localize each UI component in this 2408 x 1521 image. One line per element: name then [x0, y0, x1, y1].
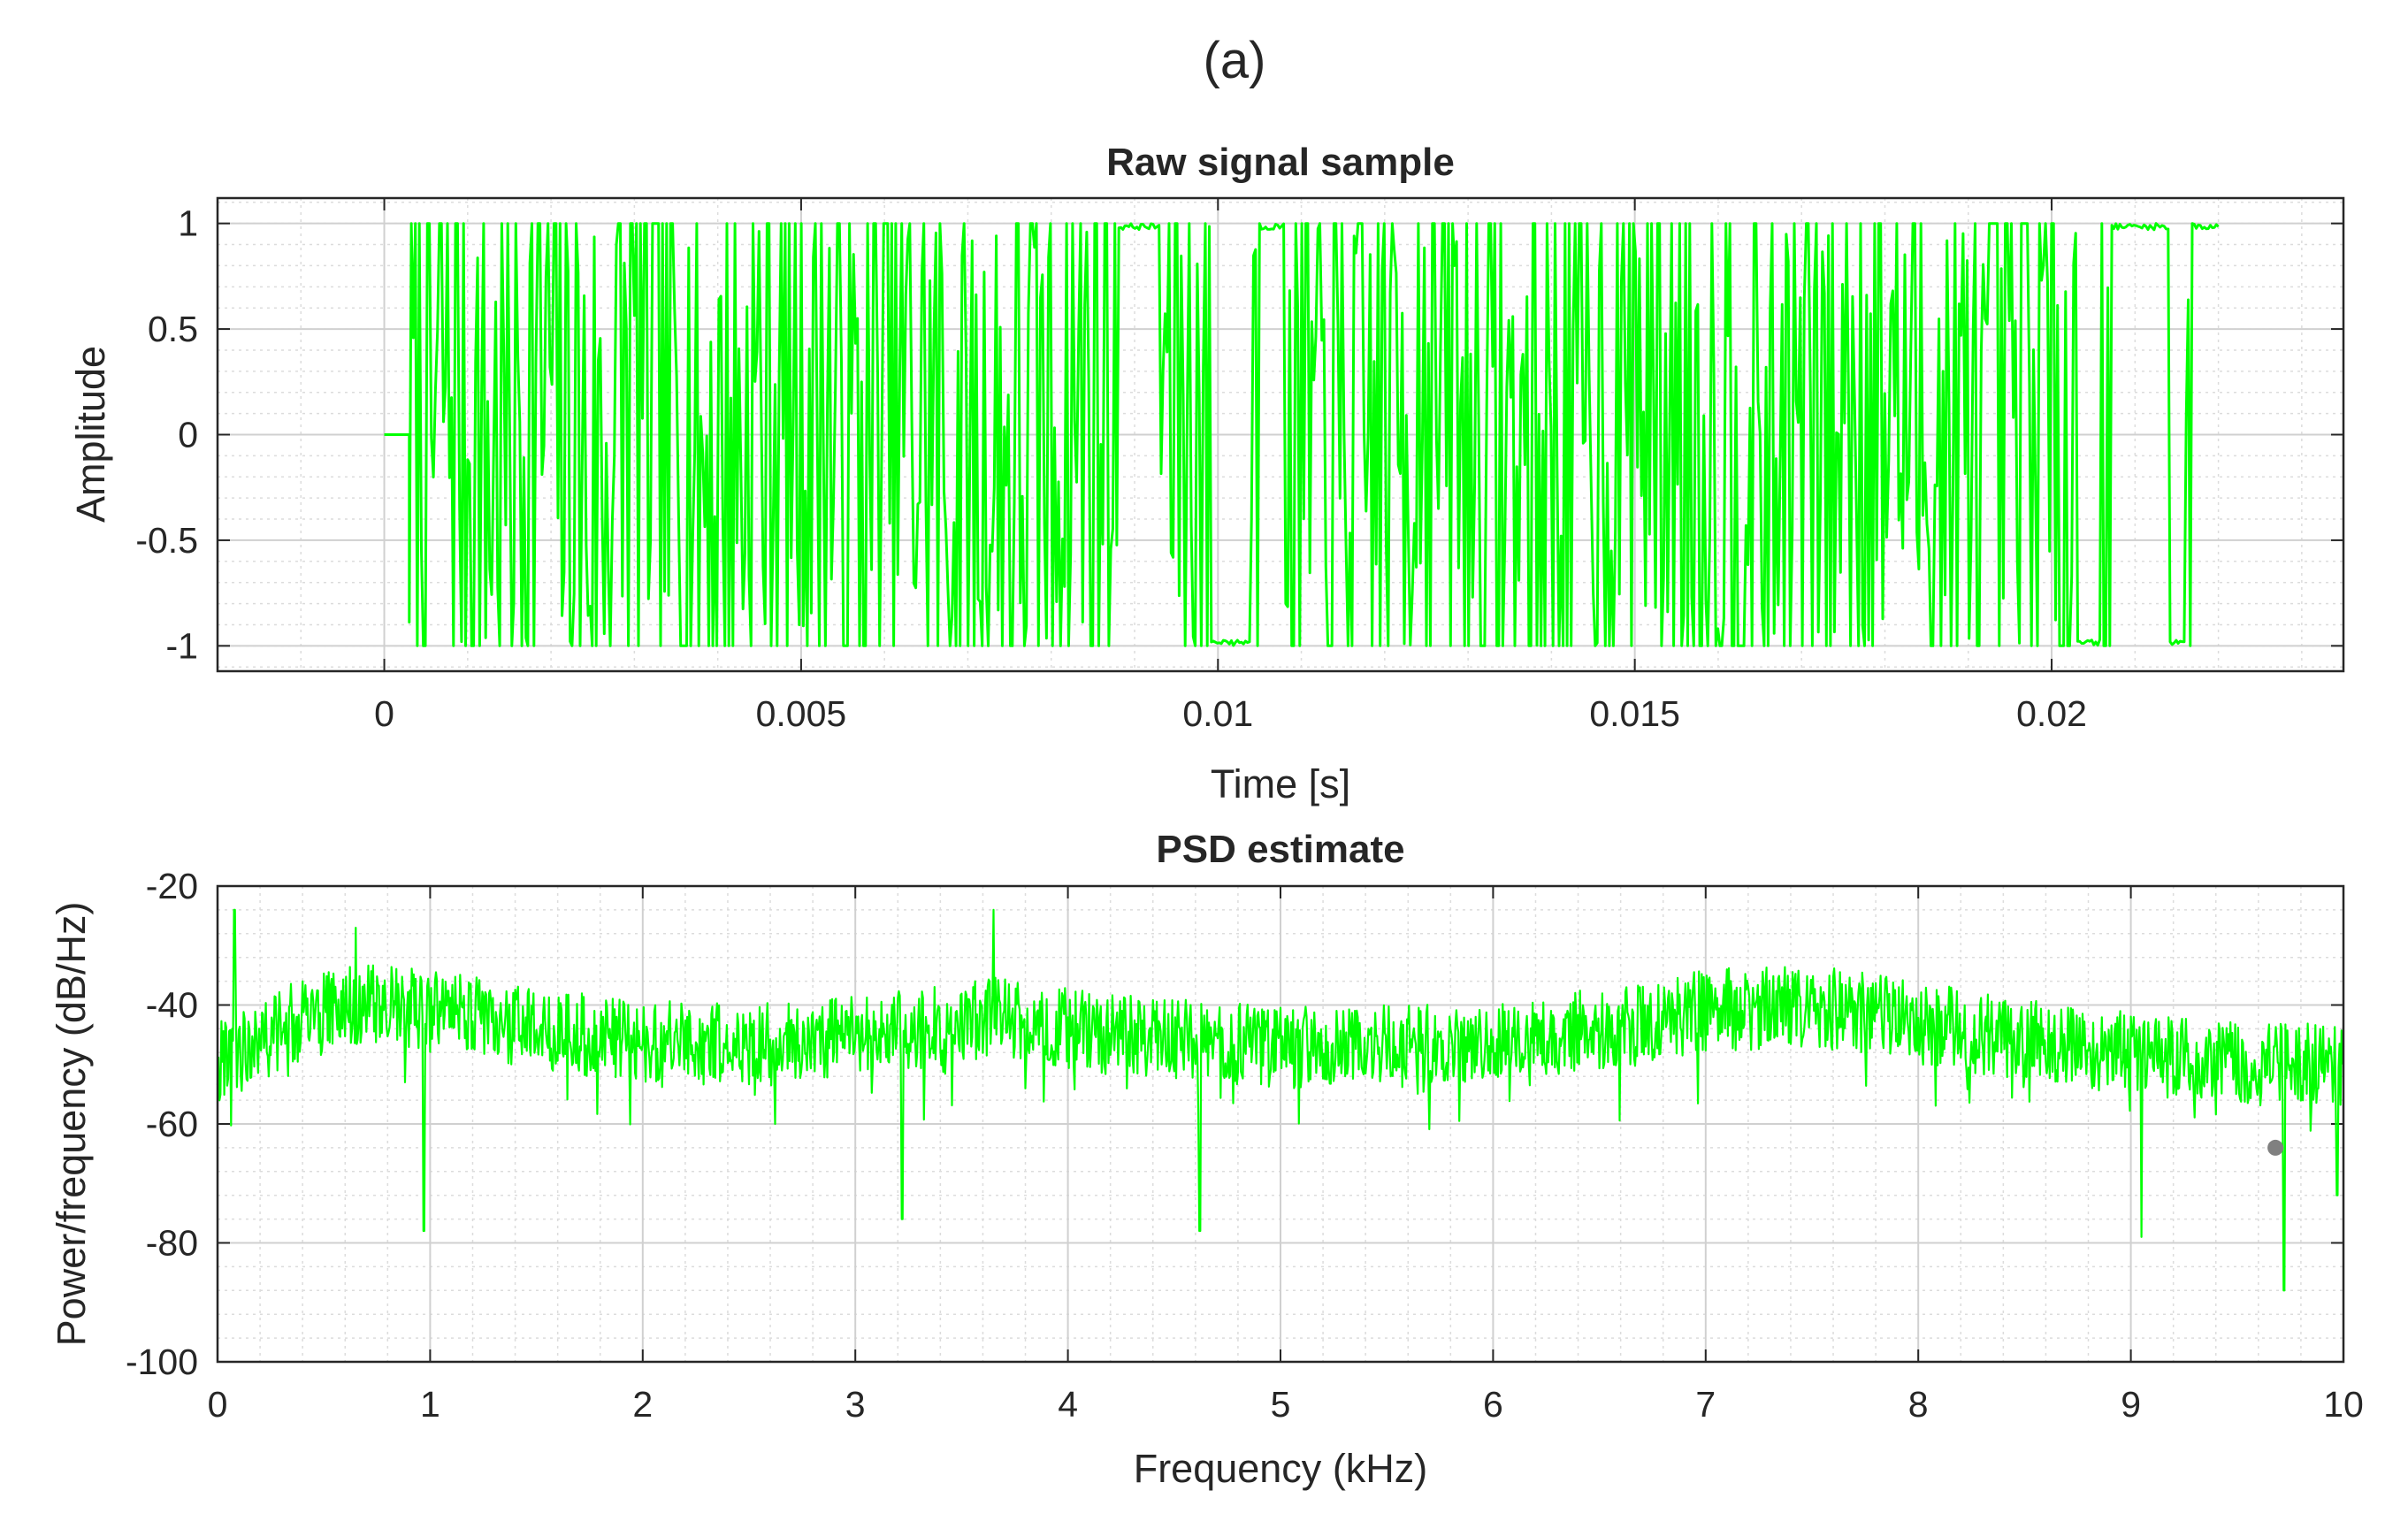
y-tick-label: -40: [146, 985, 198, 1026]
x-tick-label: 7: [1695, 1384, 1716, 1425]
raw-signal-title: Raw signal sample: [1106, 141, 1455, 184]
psd-x-axis-label: Frequency (kHz): [1134, 1446, 1428, 1491]
raw-signal-panel: 0 0.005 0.01 0.015 0.02 -1 -0.5 0 0.5 1 Raw sign…: [68, 141, 2345, 806]
psd-line: [216, 908, 2345, 1292]
psd-x-tick-labels: 0 1 2 3 4 5 6 7 8 9 10: [208, 1384, 2364, 1425]
y-tick-label: 1: [178, 203, 198, 244]
y-tick-label: -60: [146, 1104, 198, 1144]
x-tick-label: 5: [1271, 1384, 1291, 1425]
x-tick-label: 0.015: [1589, 693, 1680, 734]
y-tick-label: -0.5: [135, 520, 198, 561]
x-tick-label: 4: [1058, 1384, 1078, 1425]
x-tick-label: 2: [632, 1384, 653, 1425]
raw-signal-x-tick-labels: 0 0.005 0.01 0.015 0.02: [374, 693, 2087, 734]
x-tick-label: 0.005: [756, 693, 847, 734]
psd-panel: 0 1 2 3 4 5 6 7 8 9 10 -100 -80 -60 -40 -20 PSD estima…: [49, 828, 2364, 1491]
x-tick-label: 9: [2121, 1384, 2141, 1425]
x-tick-label: 10: [2323, 1384, 2364, 1425]
raw-signal-y-axis-label: Amplitude: [68, 346, 113, 523]
psd-markers: [2267, 1139, 2284, 1156]
y-tick-label: -1: [166, 625, 198, 666]
y-tick-label: -100: [126, 1341, 198, 1382]
x-tick-label: 0: [208, 1384, 228, 1425]
raw-signal-tick-marks: [218, 198, 2343, 671]
raw-signal-axes-box: [216, 196, 2345, 673]
raw-signal-x-axis-label: Time [s]: [1211, 761, 1350, 806]
raw-signal-line: [384, 222, 2220, 647]
x-tick-label: 0.01: [1182, 693, 1253, 734]
y-tick-label: -80: [146, 1223, 198, 1264]
x-tick-label: 0.02: [2016, 693, 2087, 734]
y-tick-label: 0.5: [148, 309, 198, 349]
x-tick-label: 8: [1908, 1384, 1929, 1425]
psd-marker-point: [2267, 1139, 2284, 1156]
psd-y-axis-label: Power/frequency (dB/Hz): [49, 902, 94, 1347]
x-tick-label: 1: [420, 1384, 440, 1425]
x-tick-label: 3: [845, 1384, 866, 1425]
y-tick-label: -20: [146, 866, 198, 906]
psd-axes-box: [216, 884, 2345, 1364]
raw-signal-y-tick-labels: -1 -0.5 0 0.5 1: [135, 203, 198, 667]
y-tick-label: 0: [178, 415, 198, 455]
x-tick-label: 0: [374, 693, 394, 734]
psd-y-tick-labels: -100 -80 -60 -40 -20: [126, 866, 198, 1382]
psd-title: PSD estimate: [1156, 828, 1404, 871]
figure-label: (a): [1204, 32, 1266, 89]
x-tick-label: 6: [1483, 1384, 1503, 1425]
